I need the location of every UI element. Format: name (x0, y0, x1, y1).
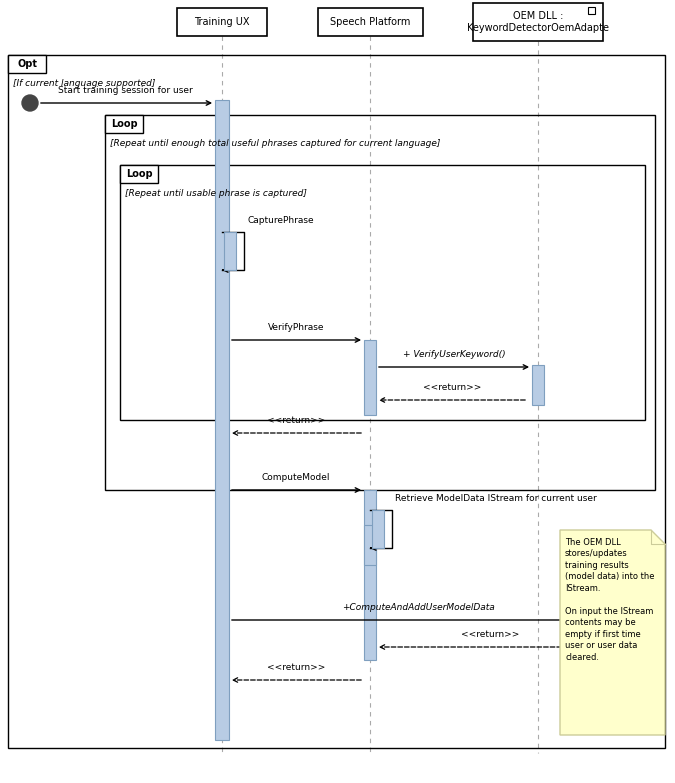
Text: The OEM DLL
stores/updates
training results
(model data) into the
IStream.

On i: The OEM DLL stores/updates training resu… (565, 538, 655, 662)
Text: VerifyPhrase: VerifyPhrase (268, 323, 324, 332)
FancyBboxPatch shape (364, 490, 376, 660)
FancyBboxPatch shape (588, 7, 595, 14)
Text: Retrieve ModelData IStream for current user: Retrieve ModelData IStream for current u… (395, 494, 597, 503)
FancyBboxPatch shape (364, 525, 376, 565)
Polygon shape (560, 530, 665, 735)
Text: Speech Platform: Speech Platform (330, 17, 410, 27)
Text: Loop: Loop (126, 169, 153, 179)
FancyBboxPatch shape (224, 232, 236, 270)
FancyBboxPatch shape (8, 55, 46, 73)
Text: [Repeat until usable phrase is captured]: [Repeat until usable phrase is captured] (125, 189, 307, 198)
FancyBboxPatch shape (317, 8, 423, 36)
Text: ComputeModel: ComputeModel (262, 473, 330, 482)
Text: <<return>>: <<return>> (267, 416, 325, 425)
FancyBboxPatch shape (105, 115, 143, 133)
FancyBboxPatch shape (364, 340, 376, 415)
FancyBboxPatch shape (372, 510, 384, 548)
Text: Start training session for user: Start training session for user (57, 86, 192, 95)
Text: <<return>>: <<return>> (461, 630, 519, 639)
Text: [If current language supported]: [If current language supported] (13, 79, 155, 88)
Text: CapturePhrase: CapturePhrase (248, 216, 315, 225)
Text: OEM DLL :
KeywordDetectorOemAdapte: OEM DLL : KeywordDetectorOemAdapte (467, 11, 609, 33)
FancyBboxPatch shape (473, 3, 603, 41)
Text: +ComputeAndAddUserModelData: +ComputeAndAddUserModelData (342, 603, 494, 612)
Circle shape (22, 95, 38, 111)
Text: Loop: Loop (111, 119, 137, 129)
FancyBboxPatch shape (120, 165, 158, 183)
Text: + VerifyUserKeyword(): + VerifyUserKeyword() (403, 350, 506, 359)
Text: <<return>>: <<return>> (423, 383, 481, 392)
Text: Training UX: Training UX (194, 17, 250, 27)
FancyBboxPatch shape (215, 100, 229, 740)
Text: [Repeat until enough total useful phrases captured for current language]: [Repeat until enough total useful phrase… (110, 139, 440, 148)
Text: Opt: Opt (17, 59, 37, 69)
Text: <<return>>: <<return>> (267, 663, 325, 672)
FancyBboxPatch shape (177, 8, 267, 36)
FancyBboxPatch shape (532, 365, 544, 405)
